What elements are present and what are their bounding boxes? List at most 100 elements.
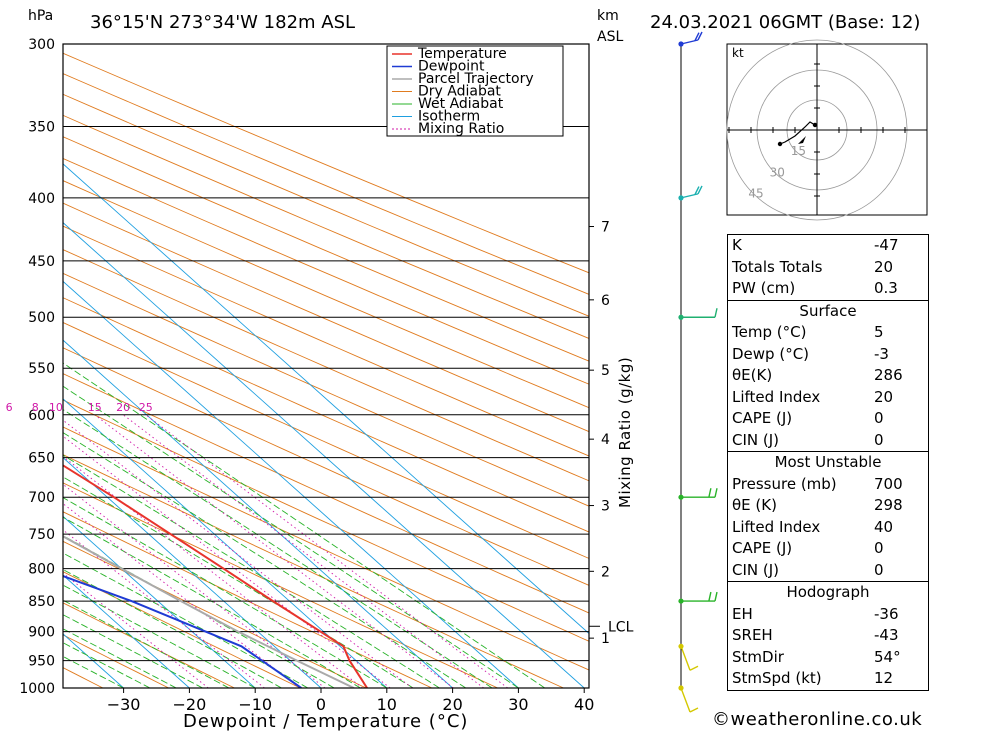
dewpoint-profile: [63, 574, 302, 688]
stat-row: θE (K) 298: [732, 496, 903, 514]
isotherm-line: [63, 339, 453, 688]
legend-dewpoint: Dewpoint: [418, 59, 485, 75]
x-tick-label: 40: [574, 695, 594, 714]
pressure-tick-label: 650: [28, 451, 55, 467]
wet-adiabat-line: [63, 628, 177, 688]
hodograph-point: [777, 141, 783, 147]
pressure-tick-label: 350: [28, 119, 55, 135]
x-tick-label: 20: [442, 695, 462, 714]
hodograph: kt 15 30 45: [726, 39, 928, 221]
wet-adiabat-line: [63, 552, 309, 688]
km-tick-label: 5: [601, 363, 610, 379]
x-tick-label: 0: [316, 695, 326, 714]
pressure-tick-label: 950: [28, 654, 55, 670]
lcl-label: LCL: [608, 619, 634, 635]
dry-adiabat-line: [63, 73, 589, 295]
pressure-tick-label: 900: [28, 625, 55, 641]
stat-row: Dewp (°C) -3: [732, 344, 889, 363]
wind-barb: [681, 488, 718, 498]
copyright-footer[interactable]: ©weatheronline.co.uk: [712, 709, 923, 730]
stat-row: EH -36: [732, 604, 899, 623]
hodograph-section: Hodograph EH -36 SREH -43 StmDir 54° StmSpd…: [728, 581, 928, 690]
pressure-tick-label: 550: [28, 361, 55, 377]
dry-adiabat-line: [63, 454, 564, 688]
temperature-profile: [63, 464, 368, 688]
wet-adiabat-line: [63, 497, 388, 688]
wind-barb: [681, 591, 718, 602]
storm-motion-arrow: [798, 136, 806, 144]
dry-adiabat-line: [63, 347, 589, 586]
stat-row: Lifted Index 20: [732, 387, 894, 406]
isotherm-line: [63, 574, 190, 688]
stat-row: PW (cm) 0.3: [732, 279, 898, 297]
stat-row: Temp (°C) 5: [732, 323, 884, 341]
mixing-ratio-label: 10: [49, 401, 63, 414]
x-tick-label: −10: [238, 695, 272, 714]
wind-barb: [681, 308, 718, 318]
x-tick-label: 30: [508, 695, 528, 714]
km-tick-label: 6: [601, 293, 610, 309]
plot-frame: [62, 43, 590, 689]
wind-barb: [680, 185, 703, 199]
km-tick-label: 7: [601, 220, 610, 236]
legend: Temperature Dewpoint Parcel Trajectory D…: [386, 45, 564, 137]
asl-label: ASL: [597, 29, 623, 45]
stats-table: K -47 Totals Totals 20 PW (cm) 0.3 Surface …: [727, 234, 929, 691]
mixing-ratio-line: [94, 414, 454, 688]
hodograph-ring-label: 30: [770, 165, 785, 179]
hodograph-ring-label: 45: [748, 187, 763, 201]
mixing-ratio-label: 20: [116, 401, 130, 414]
mixing-ratio-label: 15: [88, 401, 102, 414]
mixing-ratio-label: 25: [139, 401, 153, 414]
stat-row: StmDir 54°: [732, 647, 901, 666]
isotherm-line: [63, 163, 589, 635]
hpa-label: hPa: [28, 8, 53, 24]
dry-adiabat-line: [63, 634, 169, 688]
mixing-ratio-label: 8: [32, 401, 39, 414]
pressure-tick-label: 600: [28, 408, 55, 424]
km-label: km: [597, 8, 619, 24]
km-tick-label: 3: [601, 499, 610, 515]
pressure-tick-label: 450: [28, 254, 55, 270]
hodograph-trace: [779, 121, 816, 145]
mixing-ratio-line: [145, 414, 508, 688]
surface-section: Surface Temp (°C) 5 Dewp (°C) -3 θE(K) 286 …: [728, 299, 928, 452]
stat-row: CAPE (J) 0: [732, 539, 884, 557]
isotherm-line: [63, 280, 519, 688]
hodograph-point: [812, 122, 818, 128]
stat-row: CIN (J) 0: [732, 430, 884, 449]
legend-parcel: Parcel Trajectory: [418, 71, 534, 87]
wet-adiabat-line: [63, 409, 493, 688]
parcel-trajectory: [63, 535, 355, 688]
pressure-tick-label: 700: [28, 490, 55, 506]
stat-row: Pressure (mb) 700: [732, 474, 903, 493]
dry-adiabat-line: [63, 93, 589, 317]
wind-barb: [680, 31, 703, 45]
pressure-tick-label: 400: [28, 191, 55, 207]
isotherm-line: [63, 457, 322, 688]
hodograph-unit-label: kt: [732, 46, 744, 60]
wind-barb: [680, 687, 699, 713]
dry-adiabat-line: [63, 511, 433, 688]
dry-adiabat-line: [63, 571, 301, 688]
isotherm-line: [63, 398, 388, 688]
legend-temperature: Temperature: [417, 46, 507, 62]
wet-adiabat-line: [63, 599, 230, 688]
most-unstable-section: Most Unstable Pressure (mb) 700 θE (K) 298…: [728, 451, 928, 581]
pressure-tick-label: 500: [28, 310, 55, 326]
x-tick-label: −30: [107, 695, 141, 714]
dry-adiabat-line: [63, 482, 498, 688]
pressure-tick-label: 300: [28, 37, 55, 53]
legend-wet-adiabat: Wet Adiabat: [418, 96, 504, 112]
dry-adiabat-line: [63, 136, 589, 362]
stat-row: Lifted Index 40: [732, 517, 894, 536]
wet-adiabat-line: [63, 432, 467, 688]
stat-row: θE(K) 286: [732, 366, 903, 384]
pressure-tick-label: 800: [28, 562, 55, 578]
stat-row: SREH -43: [732, 626, 899, 644]
wet-adiabat-line: [63, 584, 256, 688]
dry-adiabat-line: [63, 157, 589, 385]
pressure-tick-label: 750: [28, 527, 55, 543]
datetime-title: 24.03.2021 06GMT (Base: 12): [650, 12, 920, 33]
